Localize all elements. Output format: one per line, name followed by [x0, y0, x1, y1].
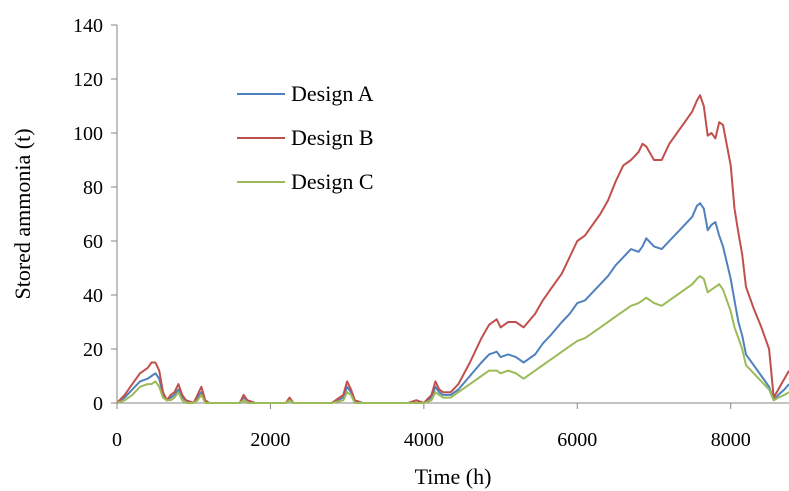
x-tick-label: 6000	[557, 429, 597, 451]
y-ticks: 0 20 40 60 80 100 120 140	[73, 15, 117, 415]
y-tick-label: 0	[93, 393, 103, 415]
x-tick-label: 2000	[250, 429, 290, 451]
series-line-1	[116, 202, 789, 404]
legend-label: Design C	[291, 169, 374, 194]
y-tick-label: 80	[83, 177, 103, 199]
x-tick-label: 0	[112, 429, 122, 451]
y-tick-label: 40	[83, 285, 103, 307]
legend-label: Design A	[291, 81, 374, 106]
series-line-2	[116, 94, 789, 404]
x-ticks: 0 2000 4000 6000 8000	[112, 403, 751, 451]
series-line-3	[116, 275, 789, 404]
y-axis-title: Stored ammonia (t)	[10, 128, 35, 299]
legend: Design A Design B Design C	[237, 81, 374, 194]
legend-label: Design B	[291, 125, 374, 150]
y-tick-label: 100	[73, 123, 103, 145]
y-tick-label: 60	[83, 231, 103, 253]
y-tick-label: 20	[83, 339, 103, 361]
y-tick-label: 140	[73, 15, 103, 37]
plot-area	[116, 25, 789, 404]
series-layer	[116, 94, 789, 404]
x-axis-title: Time (h)	[415, 464, 492, 489]
x-tick-label: 8000	[711, 429, 751, 451]
x-tick-label: 4000	[404, 429, 444, 451]
y-tick-label: 120	[73, 69, 103, 91]
